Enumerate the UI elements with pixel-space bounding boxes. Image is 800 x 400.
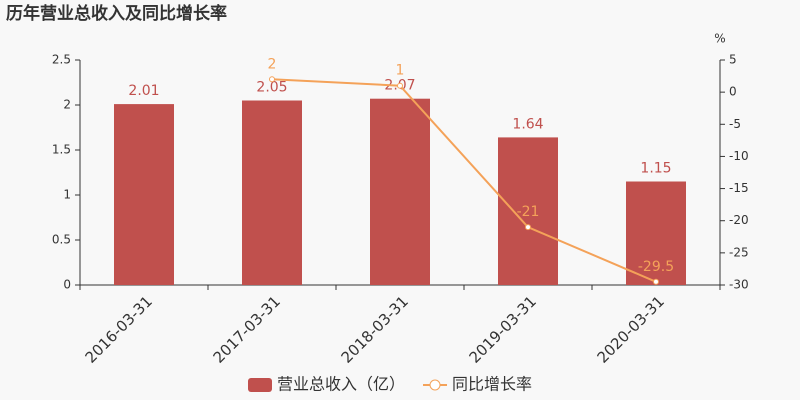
- y2-tick-label: 5: [729, 53, 737, 67]
- bar-value-label: 2.05: [256, 80, 287, 96]
- legend-label: 同比增长率: [452, 375, 532, 394]
- line-point: [525, 224, 531, 231]
- line-value-label: 2: [268, 56, 277, 72]
- bar: [242, 100, 302, 285]
- y2-tick-label: 0: [729, 85, 737, 99]
- y-tick-label: 2: [63, 98, 71, 112]
- y2-tick-label: -25: [729, 245, 749, 259]
- line: [271, 78, 657, 283]
- x-tick-label: 2017-03-31: [210, 292, 284, 366]
- y2-axis-label: %: [714, 32, 725, 46]
- x-tick-label: 2020-03-31: [594, 292, 668, 366]
- line-point: [653, 278, 659, 285]
- line-value-label: 1: [396, 63, 405, 79]
- y2-tick-label: -20: [729, 213, 749, 227]
- legend-swatch-point: [429, 379, 441, 391]
- x-tick-label: 2016-03-31: [82, 292, 156, 366]
- legend-swatch: [248, 378, 272, 392]
- bar-value-label: 1.15: [640, 161, 671, 177]
- y-tick-label: 1: [63, 188, 71, 202]
- bar: [114, 104, 174, 285]
- bar-value-label: 1.64: [512, 116, 543, 132]
- y2-tick-label: -30: [729, 278, 749, 292]
- bar: [370, 98, 430, 285]
- y-tick-label: 1.5: [52, 143, 71, 157]
- bar-value-label: 2.01: [128, 83, 159, 99]
- y2-tick-label: -15: [729, 181, 749, 195]
- line-value-label: -29.5: [638, 259, 674, 275]
- chart-title: 历年营业总收入及同比增长率: [6, 3, 227, 24]
- legend-label: 营业总收入（亿）: [277, 375, 405, 394]
- bar: [626, 181, 686, 285]
- line-point: [397, 82, 403, 89]
- y-tick-label: 2.5: [52, 53, 71, 67]
- line-value-label: -21: [517, 204, 540, 220]
- bar: [498, 137, 558, 285]
- y-tick-label: 0.5: [52, 233, 71, 247]
- y2-tick-label: -5: [729, 117, 741, 131]
- y-tick-label: 0: [63, 278, 71, 292]
- x-tick-label: 2019-03-31: [466, 292, 540, 366]
- x-tick-label: 2018-03-31: [338, 292, 412, 366]
- y2-tick-label: -10: [729, 149, 749, 163]
- line-point: [269, 76, 275, 83]
